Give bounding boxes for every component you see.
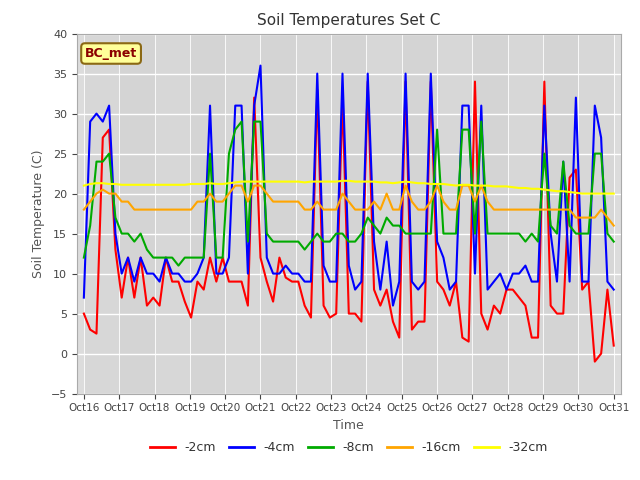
Bar — [225, 34, 260, 394]
Bar — [154, 34, 190, 394]
Bar — [119, 34, 154, 394]
Bar — [472, 34, 508, 394]
X-axis label: Time: Time — [333, 419, 364, 432]
Bar — [402, 34, 437, 394]
Bar — [84, 34, 119, 394]
Text: BC_met: BC_met — [85, 47, 137, 60]
Bar — [260, 34, 296, 394]
Legend: -2cm, -4cm, -8cm, -16cm, -32cm: -2cm, -4cm, -8cm, -16cm, -32cm — [145, 436, 553, 459]
Bar — [543, 34, 579, 394]
Bar — [190, 34, 225, 394]
Title: Soil Temperatures Set C: Soil Temperatures Set C — [257, 13, 440, 28]
Bar — [579, 34, 614, 394]
Bar — [437, 34, 472, 394]
Bar — [331, 34, 367, 394]
Bar — [296, 34, 331, 394]
Bar — [508, 34, 543, 394]
Bar — [367, 34, 402, 394]
Y-axis label: Soil Temperature (C): Soil Temperature (C) — [32, 149, 45, 278]
